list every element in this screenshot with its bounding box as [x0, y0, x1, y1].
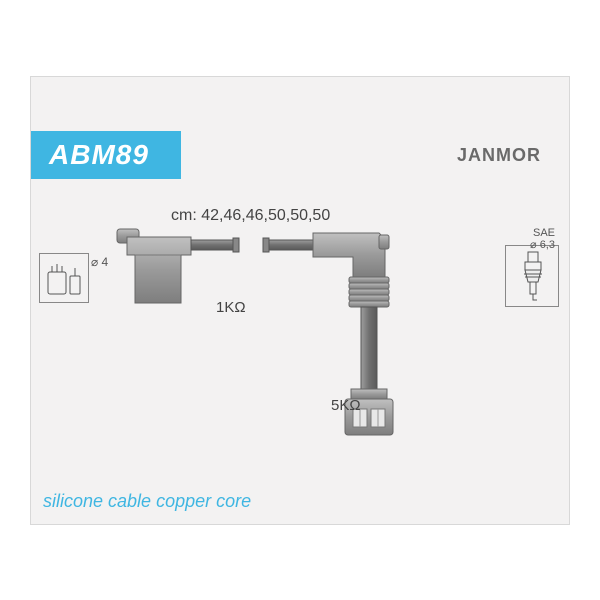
cable-diagram [31, 77, 571, 526]
canvas: ABM89 JANMOR cm: 42,46,46,50,50,50 ⌀ 4 [30, 76, 570, 525]
subtitle: silicone cable copper core [43, 491, 251, 512]
left-connector [117, 229, 239, 303]
resistance-right-label: 5KΩ [331, 397, 361, 414]
resistance-left-label: 1KΩ [216, 299, 246, 316]
right-connector [263, 233, 393, 435]
